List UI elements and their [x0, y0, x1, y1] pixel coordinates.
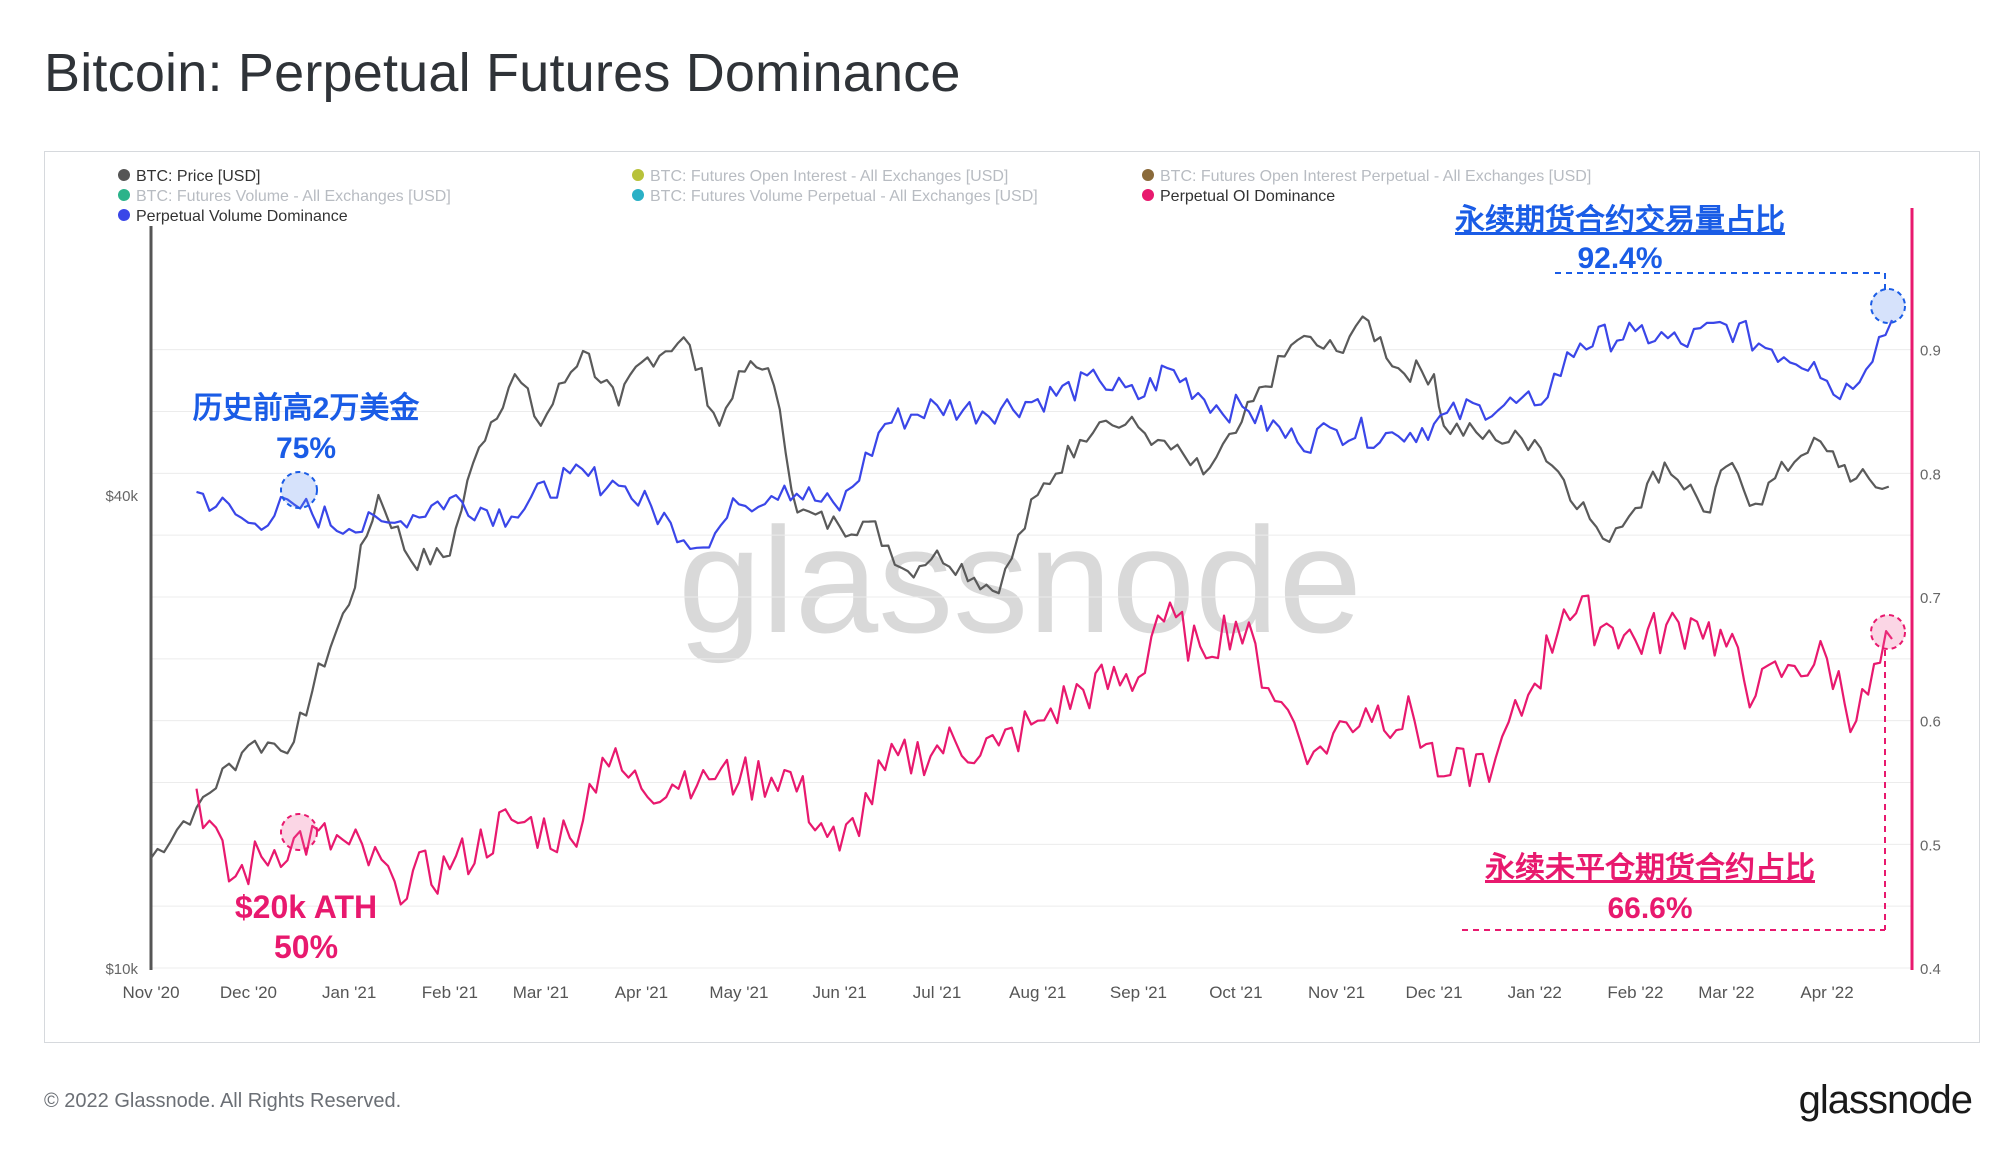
series-lines	[150, 315, 1894, 906]
x-tick-label: Aug '21	[1009, 983, 1066, 1002]
x-tick-label: Jan '21	[322, 983, 376, 1002]
x-tick-label: Sep '21	[1110, 983, 1167, 1002]
annotation-vol-value: 92.4%	[1577, 242, 1662, 275]
legend-item-label: BTC: Futures Volume - All Exchanges [USD…	[136, 188, 451, 205]
annotation-oi-marker	[1870, 614, 1906, 650]
x-tick-label: Dec '20	[220, 983, 277, 1002]
annotation-vol-title: 永续期货合约交易量占比	[1455, 203, 1785, 237]
annotation-ath-vol-title: 历史前高2万美金	[193, 391, 421, 425]
annotation-ath-vol-value: 75%	[276, 432, 336, 465]
right-tick-label: 0.7	[1920, 590, 1941, 607]
x-tick-label: Mar '21	[513, 983, 569, 1002]
left-axis-ticks: $10k $40k	[105, 488, 138, 978]
x-tick-label: Jul '21	[913, 983, 962, 1002]
legend-dot	[118, 169, 130, 181]
x-tick-label: Mar '22	[1698, 983, 1754, 1002]
x-tick-label: Nov '21	[1308, 983, 1365, 1002]
x-tick-label: Jun '21	[812, 983, 866, 1002]
right-tick-label: 0.8	[1920, 466, 1941, 483]
watermark: glassnode	[678, 496, 1362, 664]
annotation-ath-oi-marker	[280, 813, 318, 851]
x-tick-label: Feb '21	[422, 983, 478, 1002]
annotation-ath-oi-title: $20k ATH	[235, 889, 377, 925]
legend-dot	[632, 169, 644, 181]
series-line-1	[196, 319, 1894, 551]
legend-dot	[632, 189, 644, 201]
x-tick-label: May '21	[709, 983, 768, 1002]
x-tick-label: Apr '22	[1800, 983, 1853, 1002]
x-tick-label: Oct '21	[1209, 983, 1262, 1002]
right-axis-ticks: 0.4 0.5 0.6 0.7 0.8 0.9	[1920, 343, 1941, 978]
annotation-ath-vol-marker	[280, 471, 318, 509]
legend-item-label: Perpetual OI Dominance	[1160, 188, 1335, 205]
grid-lines	[151, 349, 1912, 969]
left-tick-label: $10k	[105, 961, 138, 978]
x-tick-label: Feb '22	[1607, 983, 1663, 1002]
legend-item-label: Perpetual Volume Dominance	[136, 208, 348, 225]
legend-item-label: BTC: Price [USD]	[136, 168, 260, 185]
copyright-text: © 2022 Glassnode. All Rights Reserved.	[44, 1090, 402, 1112]
page-title: Bitcoin: Perpetual Futures Dominance	[44, 43, 961, 103]
legend-item-label: BTC: Futures Open Interest - All Exchang…	[650, 168, 1008, 185]
annotation-ath-oi-value: 50%	[274, 929, 338, 965]
legend-dot	[1142, 169, 1154, 181]
annotation-oi-title: 永续未平仓期货合约占比	[1485, 851, 1815, 885]
legend-dot	[1142, 189, 1154, 201]
x-axis-ticks: Nov '20 Dec '20 Jan '21 Feb '21 Mar '21 Apr '…	[122, 983, 1853, 1002]
right-tick-label: 0.5	[1920, 837, 1941, 854]
right-tick-label: 0.4	[1920, 961, 1941, 978]
annotation-oi-value: 66.6%	[1607, 892, 1692, 925]
x-tick-label: Jan '22	[1508, 983, 1562, 1002]
right-tick-label: 0.9	[1920, 343, 1941, 360]
glassnode-logo[interactable]: glassnode	[1798, 1078, 1973, 1122]
legend-dot	[118, 189, 130, 201]
legend-item-label: BTC: Futures Volume Perpetual - All Exch…	[650, 188, 1038, 205]
x-tick-label: Apr '21	[615, 983, 668, 1002]
left-tick-label: $40k	[105, 488, 138, 505]
legend[interactable]: BTC: Price [USD] BTC: Futures Open Intere…	[118, 168, 1591, 225]
legend-item-label: BTC: Futures Open Interest Perpetual - A…	[1160, 168, 1591, 185]
x-tick-label: Dec '21	[1405, 983, 1462, 1002]
annotation-vol-marker	[1870, 288, 1906, 324]
series-line-2	[195, 594, 1893, 906]
annotations: 永续期货合约交易量占比 92.4% 历史前高2万美金 75% $20k ATH 50% 永续…	[193, 203, 1906, 965]
x-tick-label: Nov '20	[122, 983, 179, 1002]
series-line-0	[150, 315, 1890, 859]
legend-dot	[118, 209, 130, 221]
right-tick-label: 0.6	[1920, 714, 1941, 731]
